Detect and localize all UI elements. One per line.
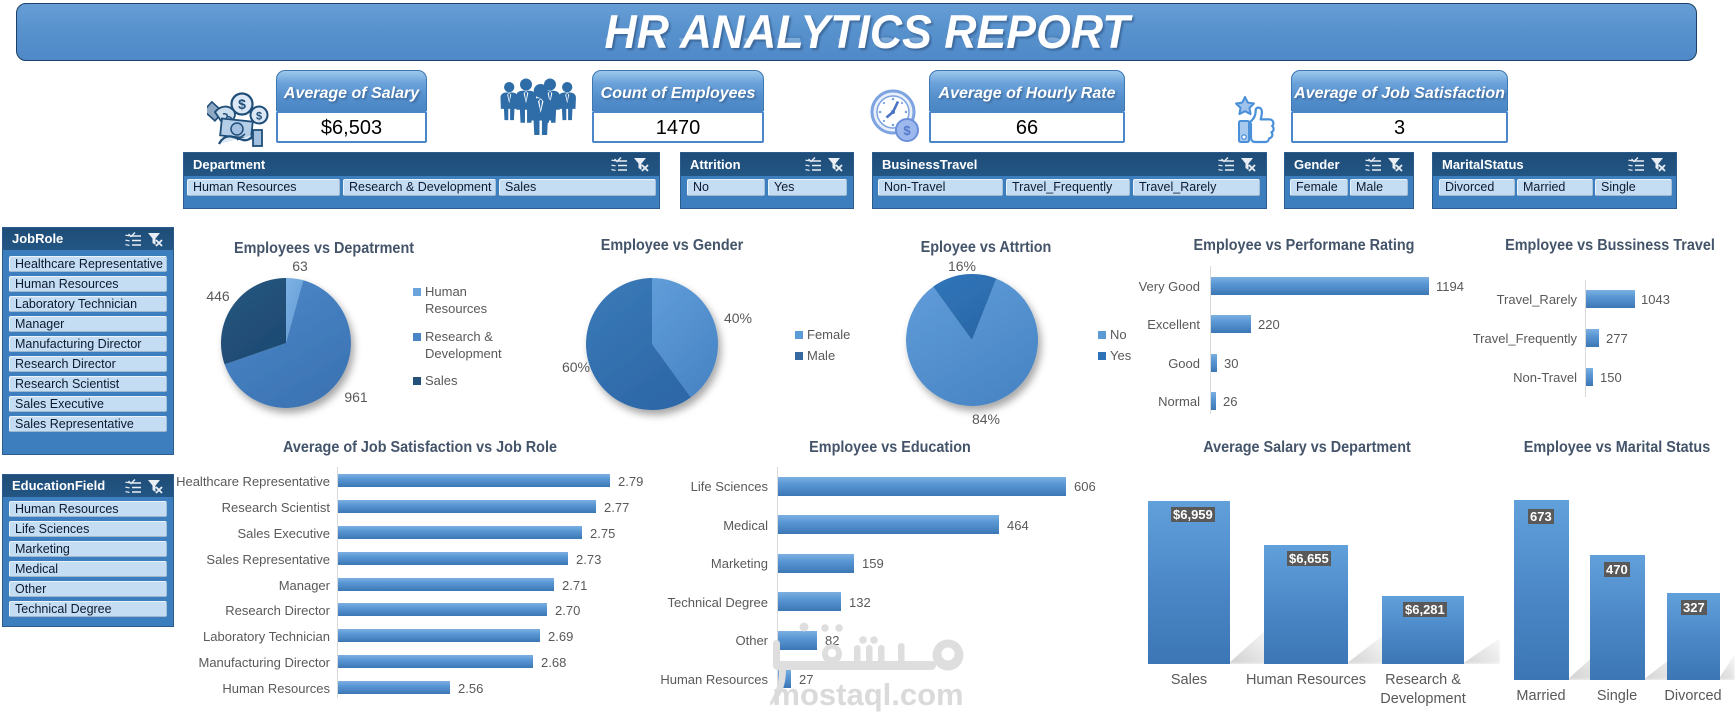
svg-text:$: $ <box>903 123 911 138</box>
svg-text:$: $ <box>256 111 262 123</box>
svg-text:mostaql.com: mostaql.com <box>772 677 963 712</box>
svg-text:$: $ <box>238 96 246 112</box>
